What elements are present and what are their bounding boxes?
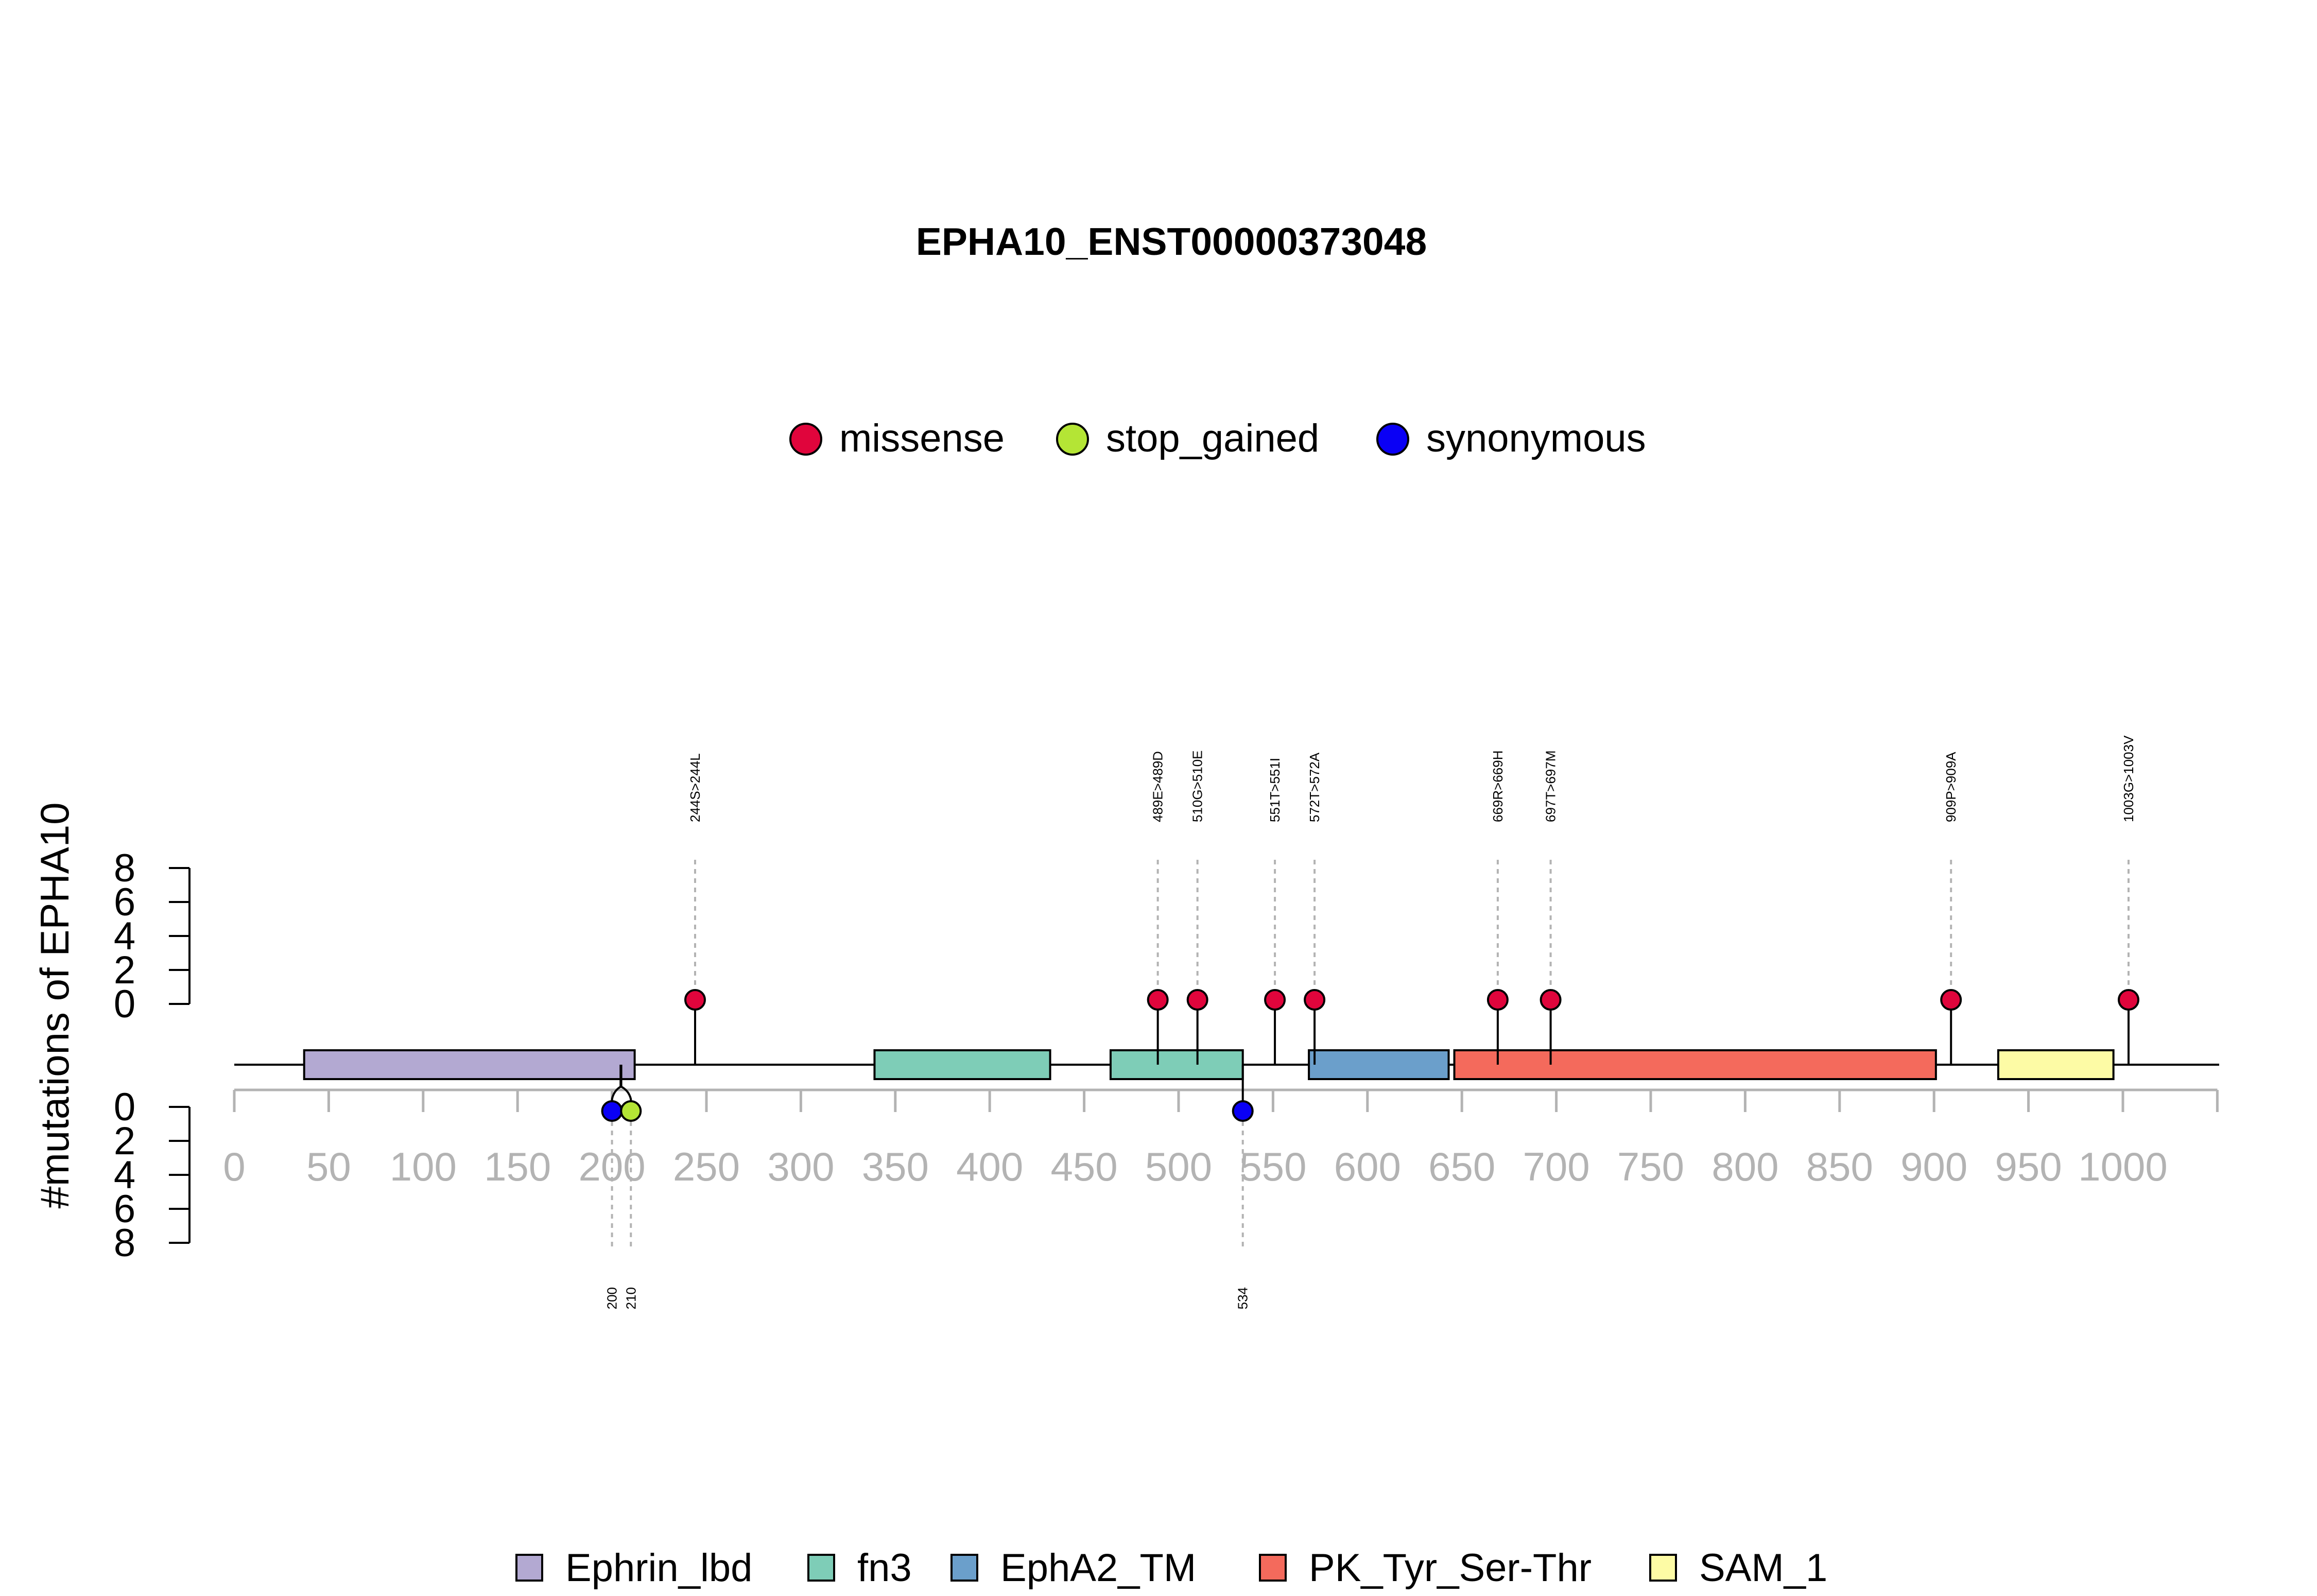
domain-ephrin-lbd-0 <box>303 1049 636 1080</box>
x-tick-label-450: 450 <box>1051 1144 1118 1189</box>
mutation-label-1003g-1003v: 1003G>1003V <box>2121 735 2136 822</box>
y-tick-bottom-label-4: 4 <box>114 1153 135 1197</box>
y-tick-top-label-4: 4 <box>114 914 135 958</box>
x-tick-label-400: 400 <box>956 1144 1023 1189</box>
legend-label-stop-gained: stop_gained <box>1106 417 1319 460</box>
x-tick-label-550: 550 <box>1239 1144 1306 1189</box>
y-tick-bottom-label-6: 6 <box>114 1187 135 1231</box>
mutation-point-244s-244l <box>684 989 706 1011</box>
x-tick-label-50: 50 <box>306 1144 351 1189</box>
y-tick-bottom-label-2: 2 <box>114 1119 135 1163</box>
mutation-label-bottom-200-synonymous: 200 <box>604 1287 620 1309</box>
mutation-label-510g-510e: 510G>510E <box>1190 750 1205 822</box>
domain-legend-swatch-pk-tyr-ser-thr <box>1259 1554 1287 1582</box>
x-tick-label-850: 850 <box>1806 1144 1873 1189</box>
domain-legend-label-pk-tyr-ser-thr: PK_Tyr_Ser-Thr <box>1309 1546 1592 1590</box>
mutation-lollipops: 244S>244L 489E>489D 510G>510E 551T>551I 572T… <box>601 735 2140 1309</box>
protein-domains <box>303 1049 2115 1080</box>
x-tick-label-650: 650 <box>1428 1144 1495 1189</box>
domain-legend-swatch-fn3 <box>807 1554 835 1582</box>
mutation-label-572t-572a: 572T>572A <box>1307 752 1322 822</box>
domain-epha2-tm-3 <box>1308 1049 1450 1080</box>
mutation-label-909p-909a: 909P>909A <box>1943 752 1959 822</box>
y-tick-top-label-0: 0 <box>114 982 135 1026</box>
mutation-point-669r-669h <box>1486 989 1509 1011</box>
x-tick-label-900: 900 <box>1900 1144 1967 1189</box>
mutation-point-572t-572a <box>1304 989 1326 1011</box>
mutation-point-697t-697m <box>1540 989 1562 1011</box>
mutation-point-489e-489d <box>1147 989 1169 1011</box>
mutation-label-697t-697m: 697T>697M <box>1543 751 1559 822</box>
x-tick-label-1000: 1000 <box>2078 1144 2168 1189</box>
legend-label-missense: missense <box>839 417 1005 460</box>
y-tick-top-label-6: 6 <box>114 880 135 924</box>
x-tick-label-800: 800 <box>1711 1144 1778 1189</box>
domain-legend-swatch-ephrin-lbd <box>515 1554 543 1582</box>
legend-marker-stop-gained <box>1056 423 1089 456</box>
mutation-type-legend: missense stop_gained synonymous <box>789 417 1646 460</box>
y-tick-bottom-label-8: 8 <box>114 1221 135 1265</box>
y-tick-top-label-8: 8 <box>114 846 135 890</box>
domain-legend-label-sam-1: SAM_1 <box>1699 1546 1827 1590</box>
mutation-label-551t-551i: 551T>551I <box>1267 758 1283 822</box>
x-tick-label-950: 950 <box>1995 1144 2062 1189</box>
mutation-point-909p-909a <box>1940 989 1962 1011</box>
x-tick-label-350: 350 <box>862 1144 929 1189</box>
mutation-label-bottom-210-stop-gained: 210 <box>623 1287 638 1309</box>
mutation-stem-bottom-210-stop-gained <box>619 1065 632 1111</box>
mutation-point-551t-551i <box>1264 989 1286 1011</box>
domain-legend: Ephrin_lbd fn3 EphA2_TM PK_Tyr_Ser-Thr SAM_1 <box>515 1546 1827 1590</box>
chart-title: EPHA10_ENST00000373048 <box>916 220 1427 263</box>
y-tick-top-label-2: 2 <box>114 948 135 992</box>
x-tick-label-150: 150 <box>484 1144 551 1189</box>
x-tick-label-100: 100 <box>390 1144 457 1189</box>
mutation-label-244s-244l: 244S>244L <box>687 753 703 822</box>
x-tick-label-700: 700 <box>1523 1144 1590 1189</box>
y-tick-bottom-label-0: 0 <box>114 1085 135 1129</box>
x-tick-label-250: 250 <box>673 1144 740 1189</box>
legend-label-synonymous: synonymous <box>1426 417 1646 460</box>
x-tick-label-0: 0 <box>223 1144 245 1189</box>
mutation-point-bottom-534-synonymous <box>1232 1100 1254 1122</box>
mutation-point-1003g-1003v <box>2118 989 2140 1011</box>
mutation-label-bottom-534-synonymous: 534 <box>1235 1287 1251 1309</box>
x-tick-label-750: 750 <box>1617 1144 1684 1189</box>
legend-marker-synonymous <box>1376 423 1409 456</box>
x-tick-label-600: 600 <box>1334 1144 1401 1189</box>
legend-marker-missense <box>789 423 822 456</box>
y-axis-label: #mutations of EPHA10 <box>32 802 77 1208</box>
mutation-point-bottom-200-synonymous <box>601 1100 623 1122</box>
domain-fn3-2 <box>1109 1049 1244 1080</box>
mutation-point-510g-510e <box>1186 989 1208 1011</box>
domain-legend-label-fn3: fn3 <box>857 1546 912 1590</box>
mutation-point-bottom-210-stop-gained <box>620 1100 642 1122</box>
domain-sam-1-5 <box>1997 1049 2115 1080</box>
x-tick-label-300: 300 <box>767 1144 834 1189</box>
domain-legend-swatch-epha2-tm <box>950 1554 978 1582</box>
domain-legend-swatch-sam-1 <box>1649 1554 1677 1582</box>
domain-pk-tyr-ser-thr-4 <box>1453 1049 1937 1080</box>
x-tick-label-500: 500 <box>1145 1144 1212 1189</box>
mutation-label-489e-489d: 489E>489D <box>1150 751 1166 822</box>
domain-legend-label-ephrin-lbd: Ephrin_lbd <box>565 1546 752 1590</box>
x-axis: 0 50 100 150 200 250 300 350 400 450 500 550 600 650 7… <box>223 1088 2219 1189</box>
domain-legend-label-epha2-tm: EphA2_TM <box>1000 1546 1196 1590</box>
mutation-label-669r-669h: 669R>669H <box>1490 751 1506 823</box>
domain-fn3-1 <box>873 1049 1051 1080</box>
